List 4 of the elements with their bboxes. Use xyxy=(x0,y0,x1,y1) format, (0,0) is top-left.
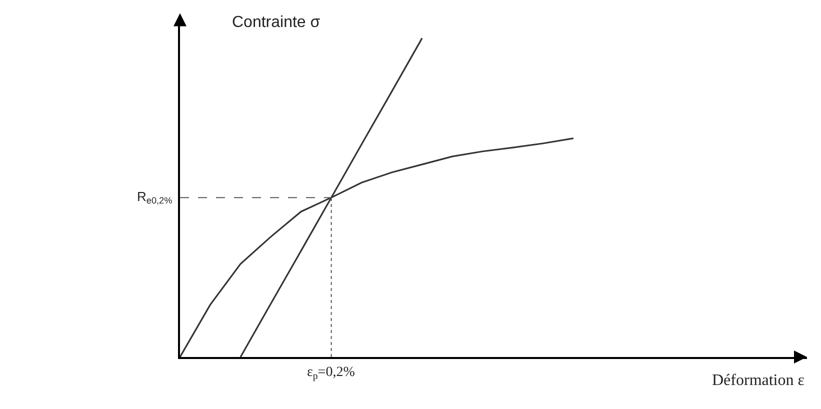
y-axis-title: Contrainte σ xyxy=(232,14,320,31)
x-axis-title: Déformation ε xyxy=(712,372,805,389)
ref-line-label: R$_{e0,2%}$ xyxy=(137,189,172,206)
text: ε$_{p}$=0,2% xyxy=(307,365,356,382)
